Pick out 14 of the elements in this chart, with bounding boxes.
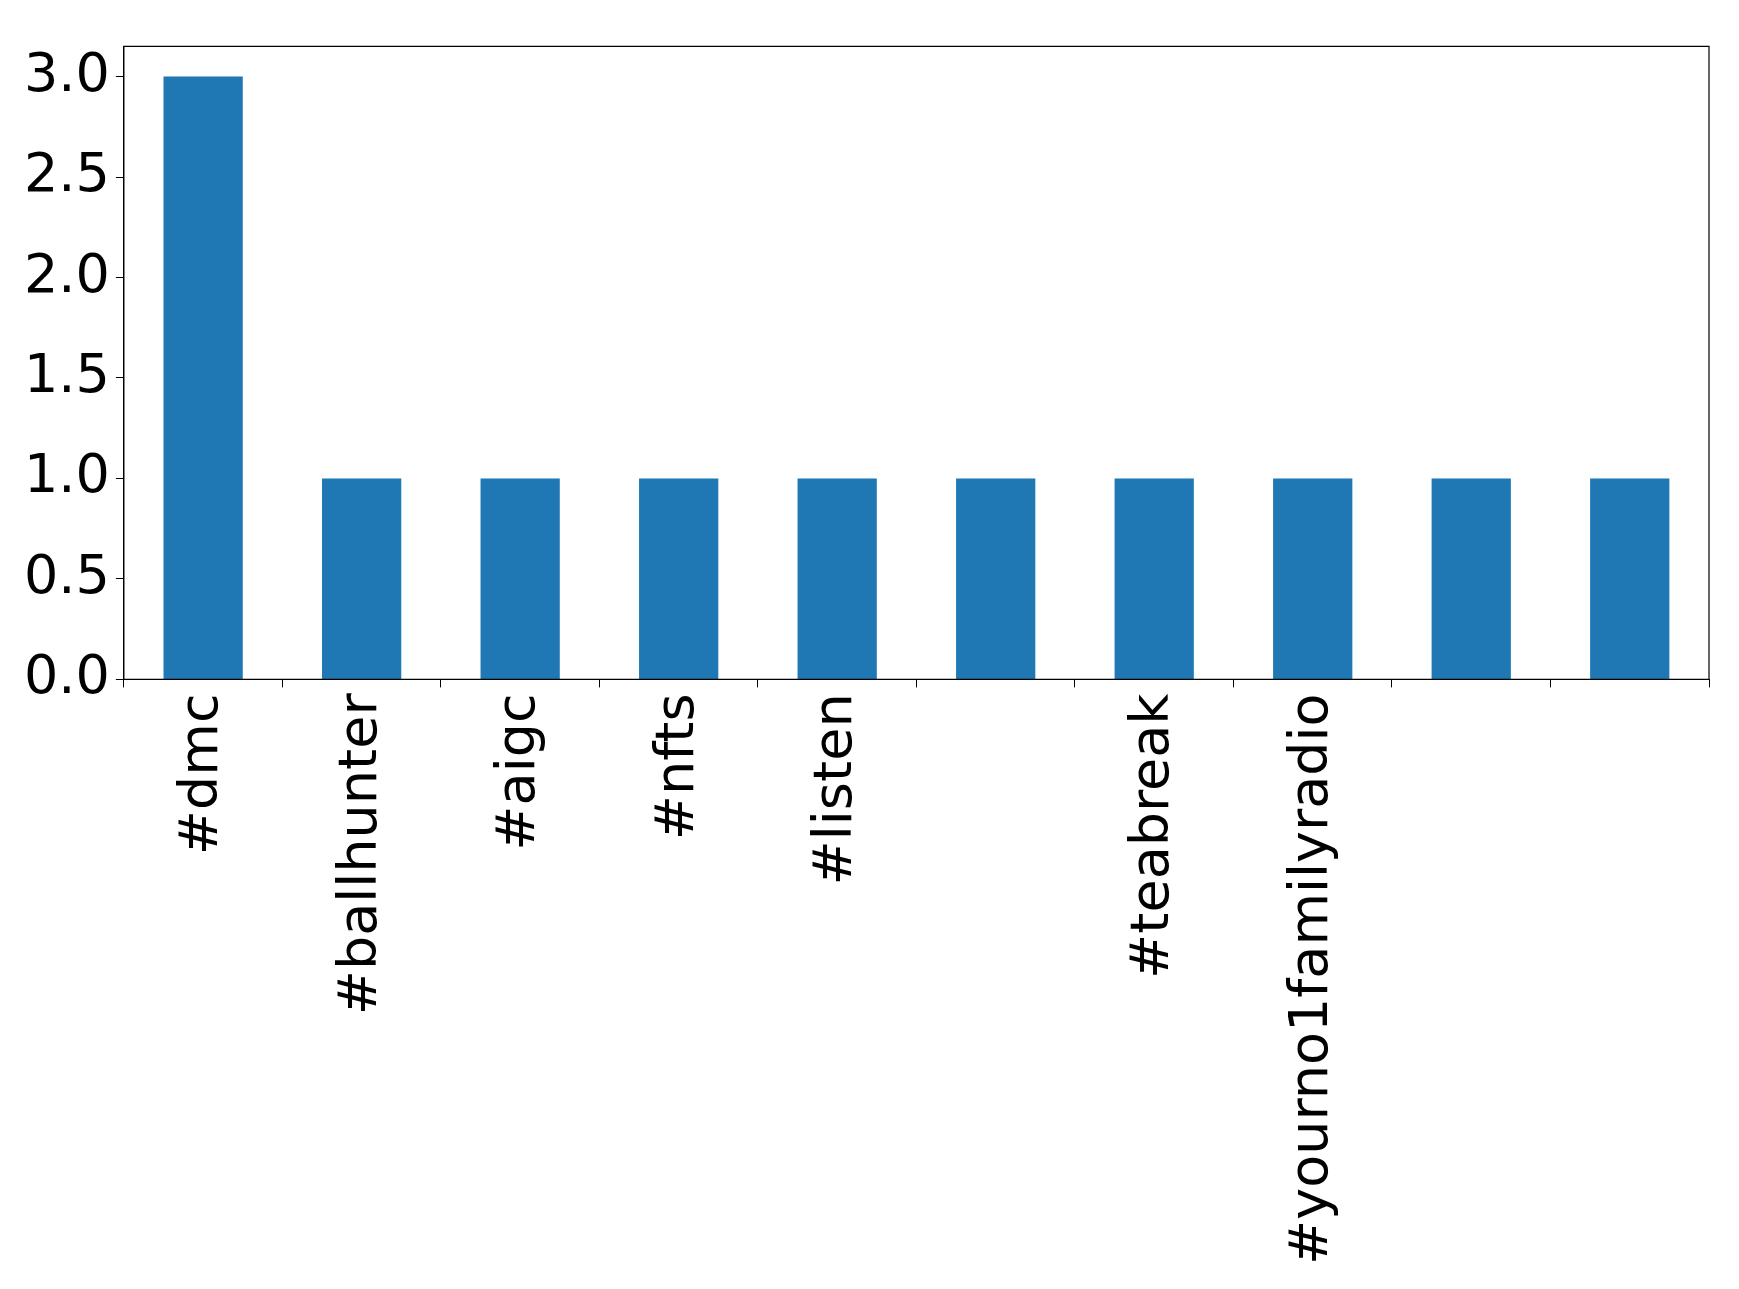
- y-tick-label: 3.0: [23, 40, 110, 104]
- x-tick-label: #teabreak: [1118, 692, 1182, 979]
- x-tick-label: #dmc: [167, 693, 231, 856]
- x-tick-label: #nfts: [642, 693, 706, 841]
- y-tick-label: 0.0: [23, 643, 110, 707]
- y-tick-label: 1.5: [23, 342, 110, 405]
- y-tick-label: 1.0: [23, 442, 110, 506]
- x-tick-label: #yourno1familyradio: [1276, 693, 1340, 1266]
- x-tick-label: #ballhunter: [325, 692, 389, 1016]
- x-tick-label: #aigc: [484, 693, 548, 851]
- x-tick-label: #listen: [801, 693, 865, 886]
- y-tick-label: 2.0: [23, 241, 110, 305]
- y-tick-label: 2.5: [23, 141, 110, 205]
- y-tick-label: 0.5: [23, 542, 110, 606]
